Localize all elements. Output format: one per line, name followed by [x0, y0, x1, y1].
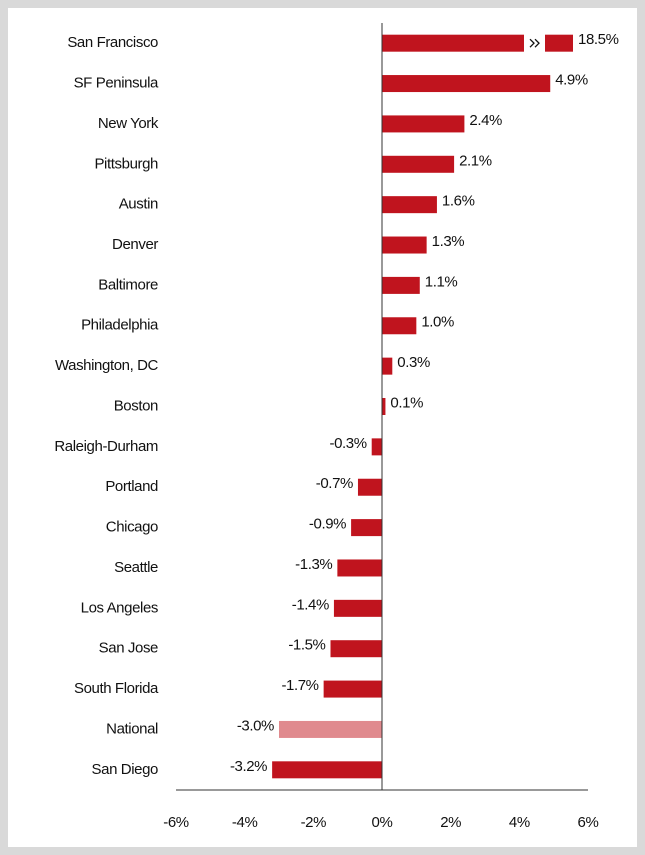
y-tick-label: SF Peninsula [74, 75, 159, 92]
value-label: -1.4% [292, 596, 329, 613]
bar [382, 317, 417, 335]
y-tick-label: Pittsburgh [94, 155, 158, 172]
y-tick-label: San Francisco [67, 34, 158, 51]
y-tick-label: New York [98, 115, 159, 132]
y-tick-label: Los Angeles [81, 599, 158, 616]
value-label: 4.9% [555, 72, 588, 89]
y-tick-label: Washington, DC [55, 357, 159, 374]
panel [8, 8, 637, 847]
bar [357, 478, 382, 496]
y-tick-label: Portland [105, 478, 158, 495]
value-label: -1.7% [281, 677, 318, 694]
value-label: 0.1% [390, 394, 423, 411]
bar [382, 236, 427, 254]
value-label: 2.1% [459, 152, 492, 169]
axis-break [529, 38, 540, 48]
bar [382, 276, 420, 294]
value-label: 0.3% [397, 354, 430, 371]
value-label: 2.4% [469, 112, 502, 129]
y-tick-label: Boston [114, 397, 158, 414]
value-label: -3.2% [230, 758, 267, 775]
bar [382, 196, 437, 214]
value-label: 1.1% [425, 273, 458, 290]
y-tick-label: National [106, 720, 158, 737]
x-tick-label: -4% [232, 814, 258, 831]
bar [382, 115, 465, 133]
bar [330, 640, 382, 658]
y-tick-label: South Florida [74, 680, 159, 697]
bar [371, 438, 382, 456]
value-label: 1.3% [432, 233, 465, 250]
bar [382, 357, 393, 375]
value-label: -0.7% [316, 475, 353, 492]
x-tick-label: 6% [578, 814, 599, 831]
bar [279, 720, 382, 738]
y-tick-label: Denver [112, 236, 158, 253]
value-label: -1.3% [295, 556, 332, 573]
y-tick-label: Baltimore [98, 276, 158, 293]
x-tick-label: 0% [372, 814, 393, 831]
bar [323, 680, 382, 698]
bar [382, 398, 386, 415]
value-label: -1.5% [288, 637, 325, 654]
x-tick-label: 4% [509, 814, 530, 831]
bar [337, 559, 382, 577]
value-label: 1.0% [421, 314, 454, 331]
bar [333, 599, 382, 617]
y-tick-label: Austin [119, 196, 158, 213]
y-tick-label: San Jose [99, 640, 158, 657]
value-label: -3.0% [237, 717, 274, 734]
bar [272, 761, 382, 779]
value-label: 18.5% [578, 31, 619, 48]
y-tick-label: Seattle [114, 559, 158, 576]
y-tick-label: Philadelphia [81, 317, 159, 334]
y-tick-label: Raleigh-Durham [54, 438, 158, 455]
bar [351, 519, 382, 537]
y-tick-label: Chicago [106, 519, 158, 536]
x-tick-label: -2% [301, 814, 327, 831]
y-tick-label: San Diego [92, 761, 159, 778]
x-tick-label: -6% [163, 814, 189, 831]
bar [382, 155, 455, 173]
value-label: -0.3% [330, 435, 367, 452]
value-label: 1.6% [442, 193, 475, 210]
x-tick-label: 2% [440, 814, 461, 831]
bar [382, 75, 551, 93]
value-label: -0.9% [309, 516, 346, 533]
